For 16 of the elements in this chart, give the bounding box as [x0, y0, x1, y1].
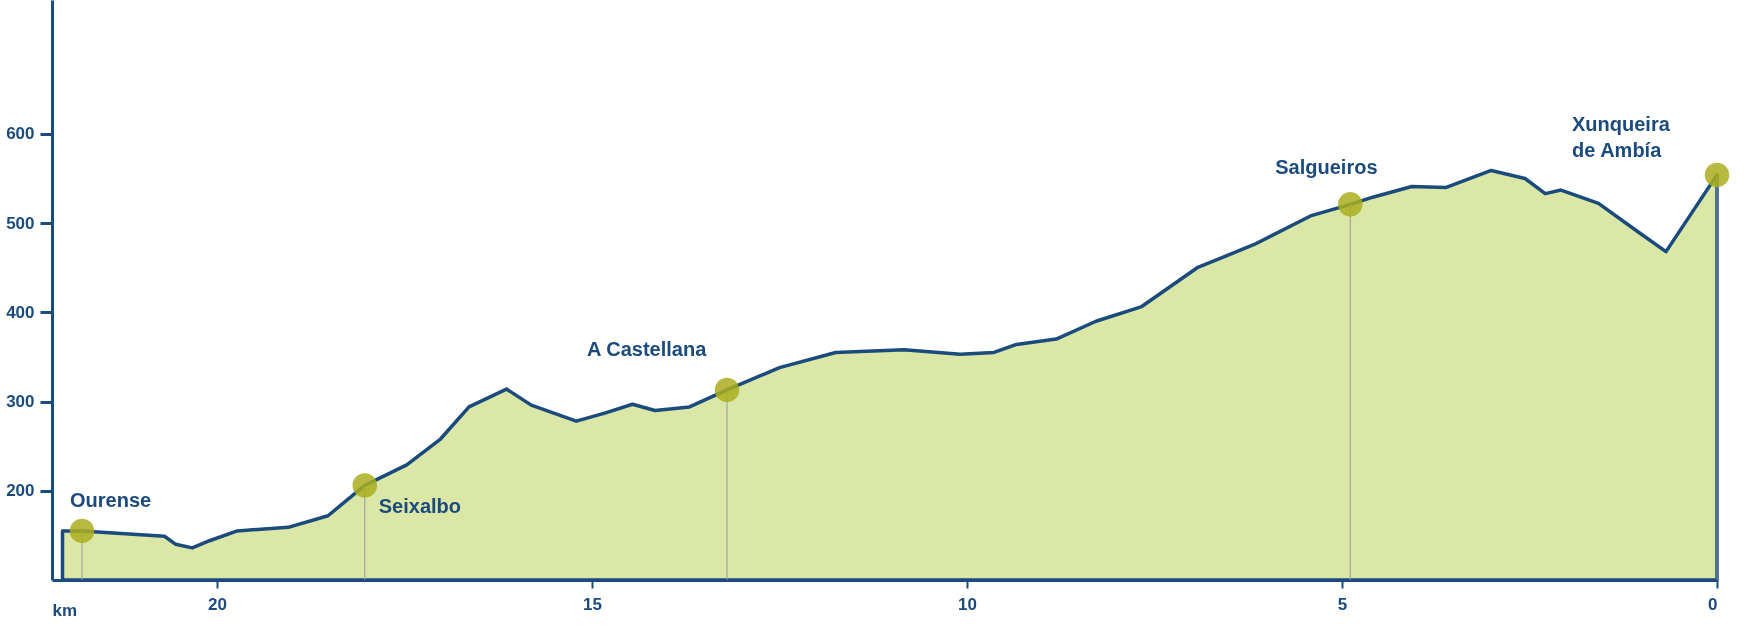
y-tick-label: 400	[6, 302, 35, 322]
x-axis-title: km	[52, 600, 78, 620]
x-tick-label: 5	[1337, 594, 1348, 614]
annotation: Ourense	[70, 488, 152, 511]
annotation: Xunqueira de Ambía	[1572, 112, 1671, 161]
y-tick-label: 600	[6, 124, 35, 144]
x-tick-label: 10	[958, 594, 977, 614]
annotation: Seixalbo	[378, 495, 462, 518]
x-tick-label: 0	[1708, 594, 1718, 614]
x-tick-label: 15	[583, 594, 602, 614]
x-tick-label: 20	[208, 594, 227, 614]
annotation: A Castellana	[587, 337, 708, 360]
y-tick-label: 200	[6, 481, 35, 501]
annotation: Salgueiros	[1275, 156, 1378, 179]
y-tick-label: 500	[6, 213, 35, 233]
y-tick-label: 300	[6, 392, 35, 412]
